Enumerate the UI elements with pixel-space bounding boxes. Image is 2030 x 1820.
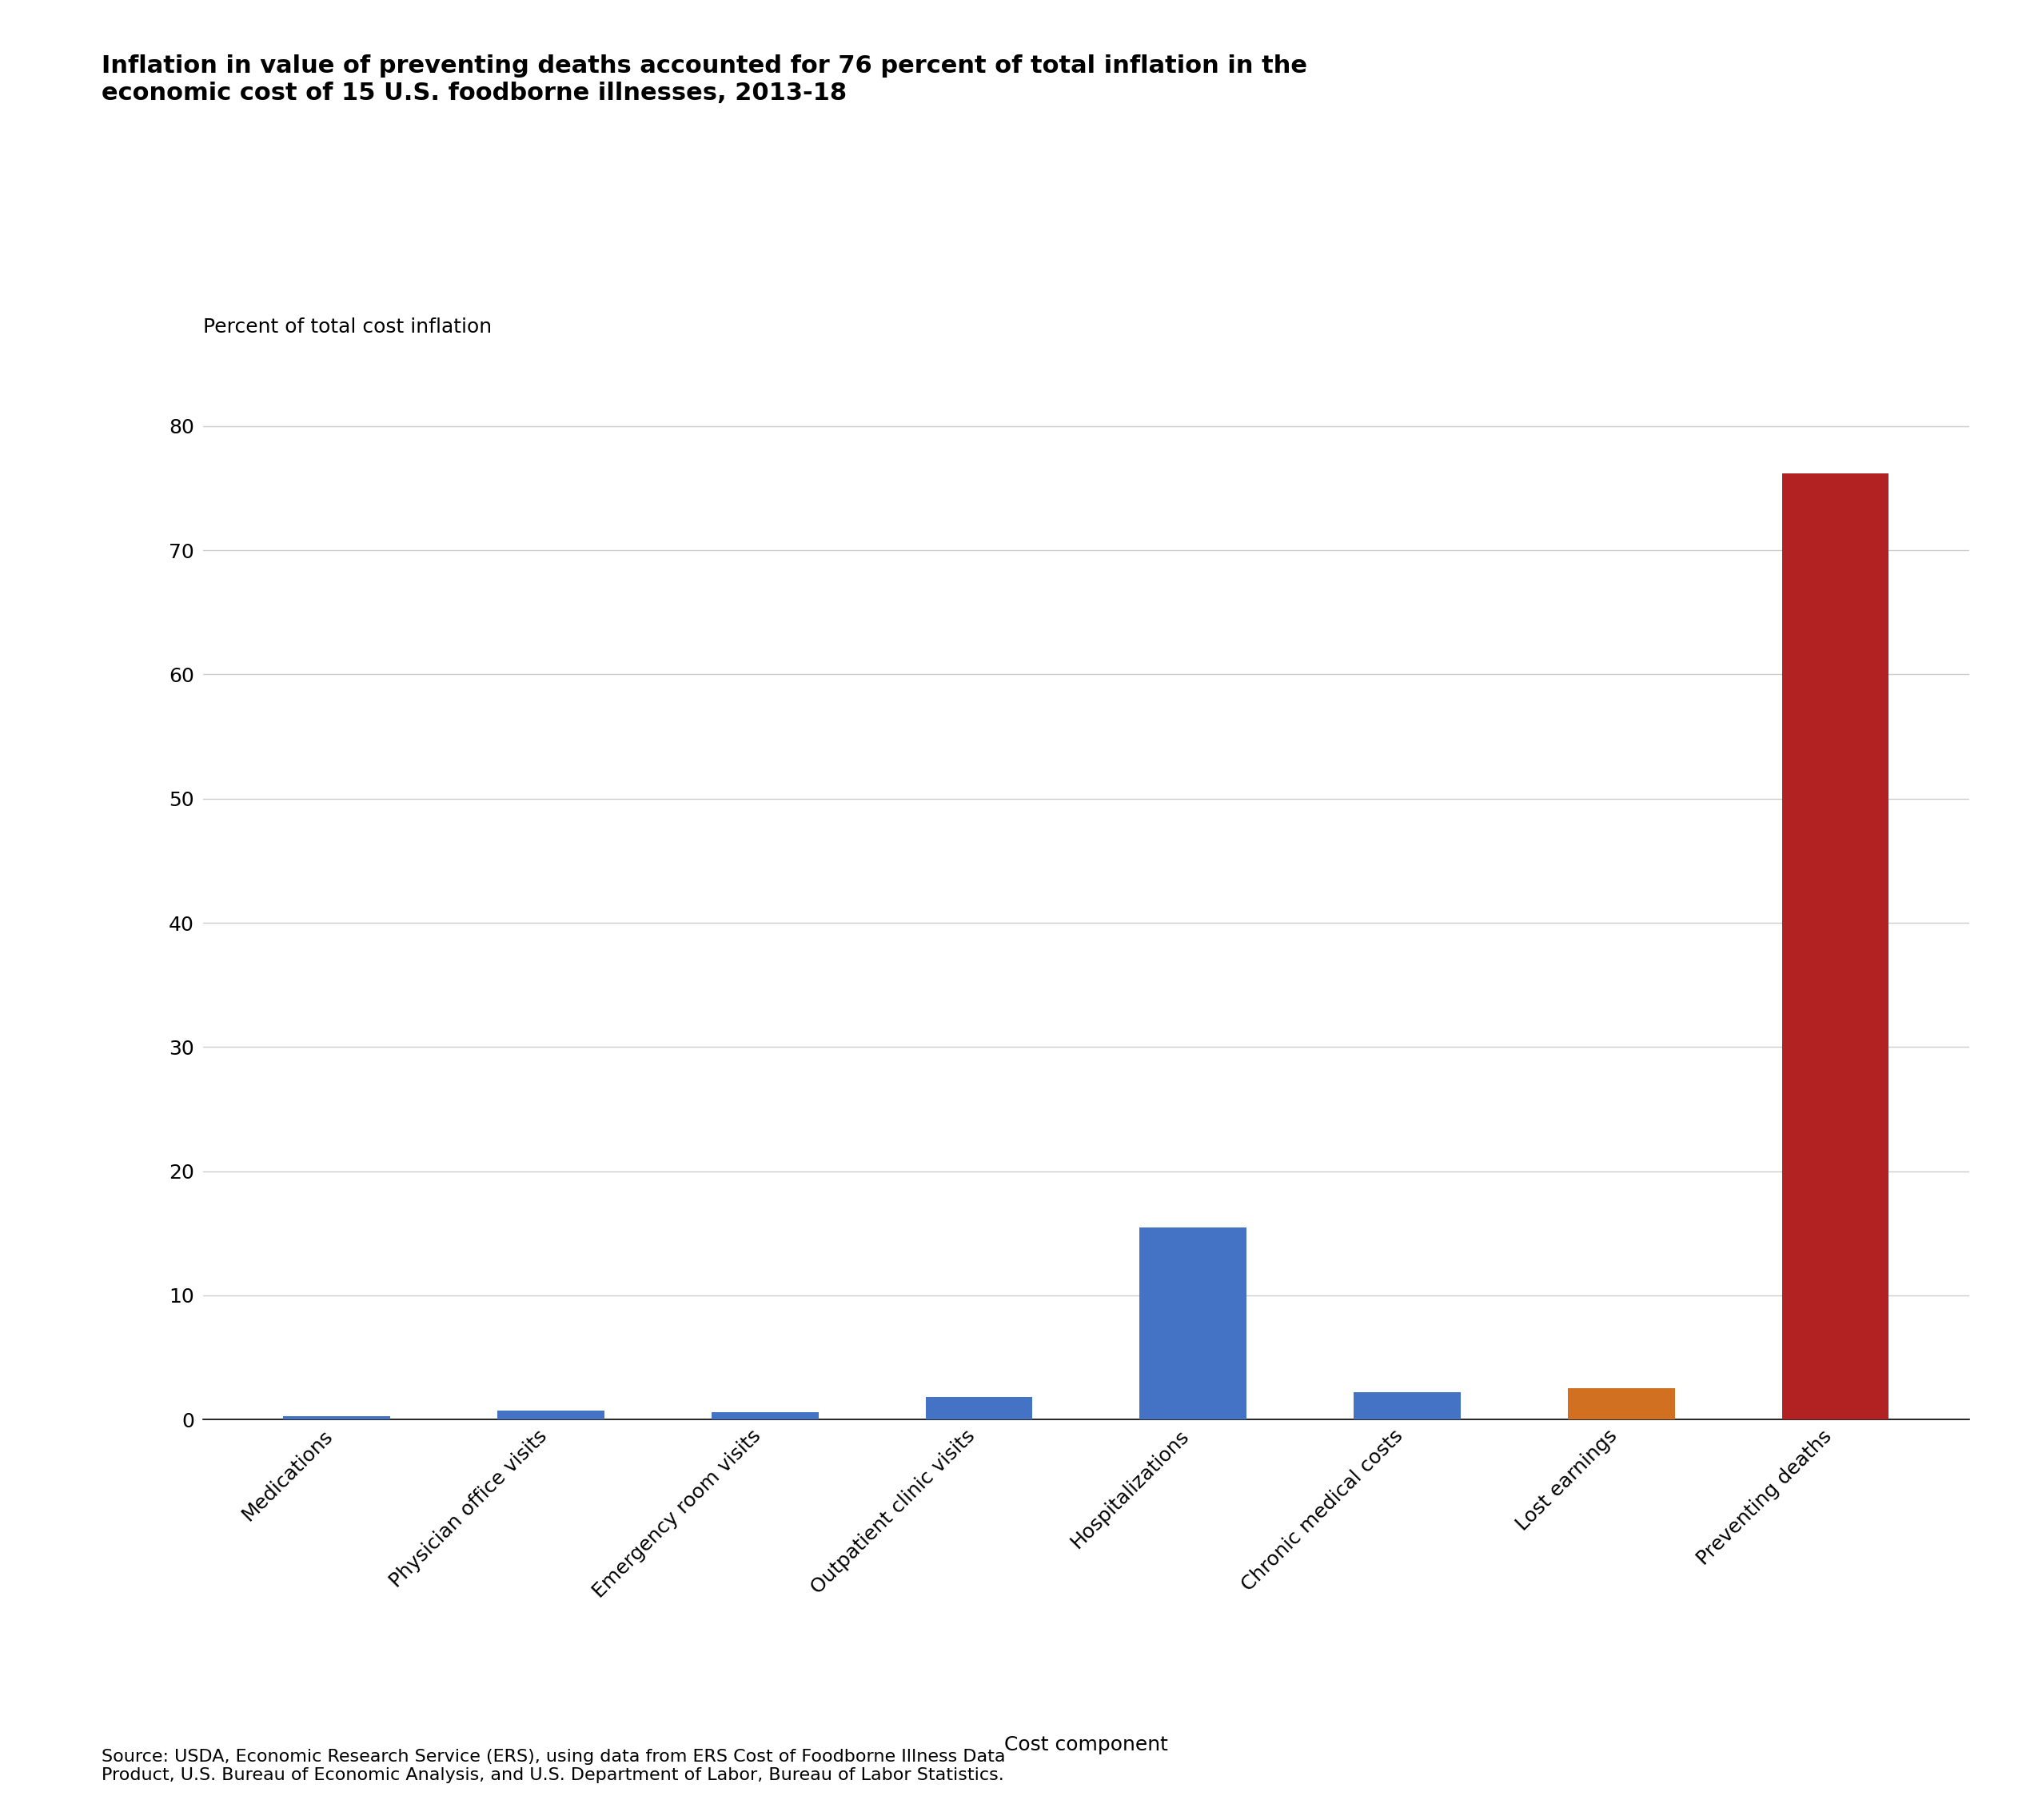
Text: Source: USDA, Economic Research Service (ERS), using data from ERS Cost of Foodb: Source: USDA, Economic Research Service … <box>102 1749 1005 1784</box>
Bar <box>1567 1389 1675 1420</box>
Bar <box>1782 473 1888 1420</box>
Bar <box>497 1410 605 1420</box>
Text: Inflation in value of preventing deaths accounted for 76 percent of total inflat: Inflation in value of preventing deaths … <box>102 55 1307 106</box>
X-axis label: Cost component: Cost component <box>1005 1734 1167 1754</box>
Bar <box>284 1416 390 1420</box>
Bar <box>710 1412 818 1420</box>
Bar <box>1139 1227 1246 1420</box>
Text: Percent of total cost inflation: Percent of total cost inflation <box>203 317 491 337</box>
Bar <box>926 1398 1033 1420</box>
Bar <box>1354 1392 1462 1420</box>
